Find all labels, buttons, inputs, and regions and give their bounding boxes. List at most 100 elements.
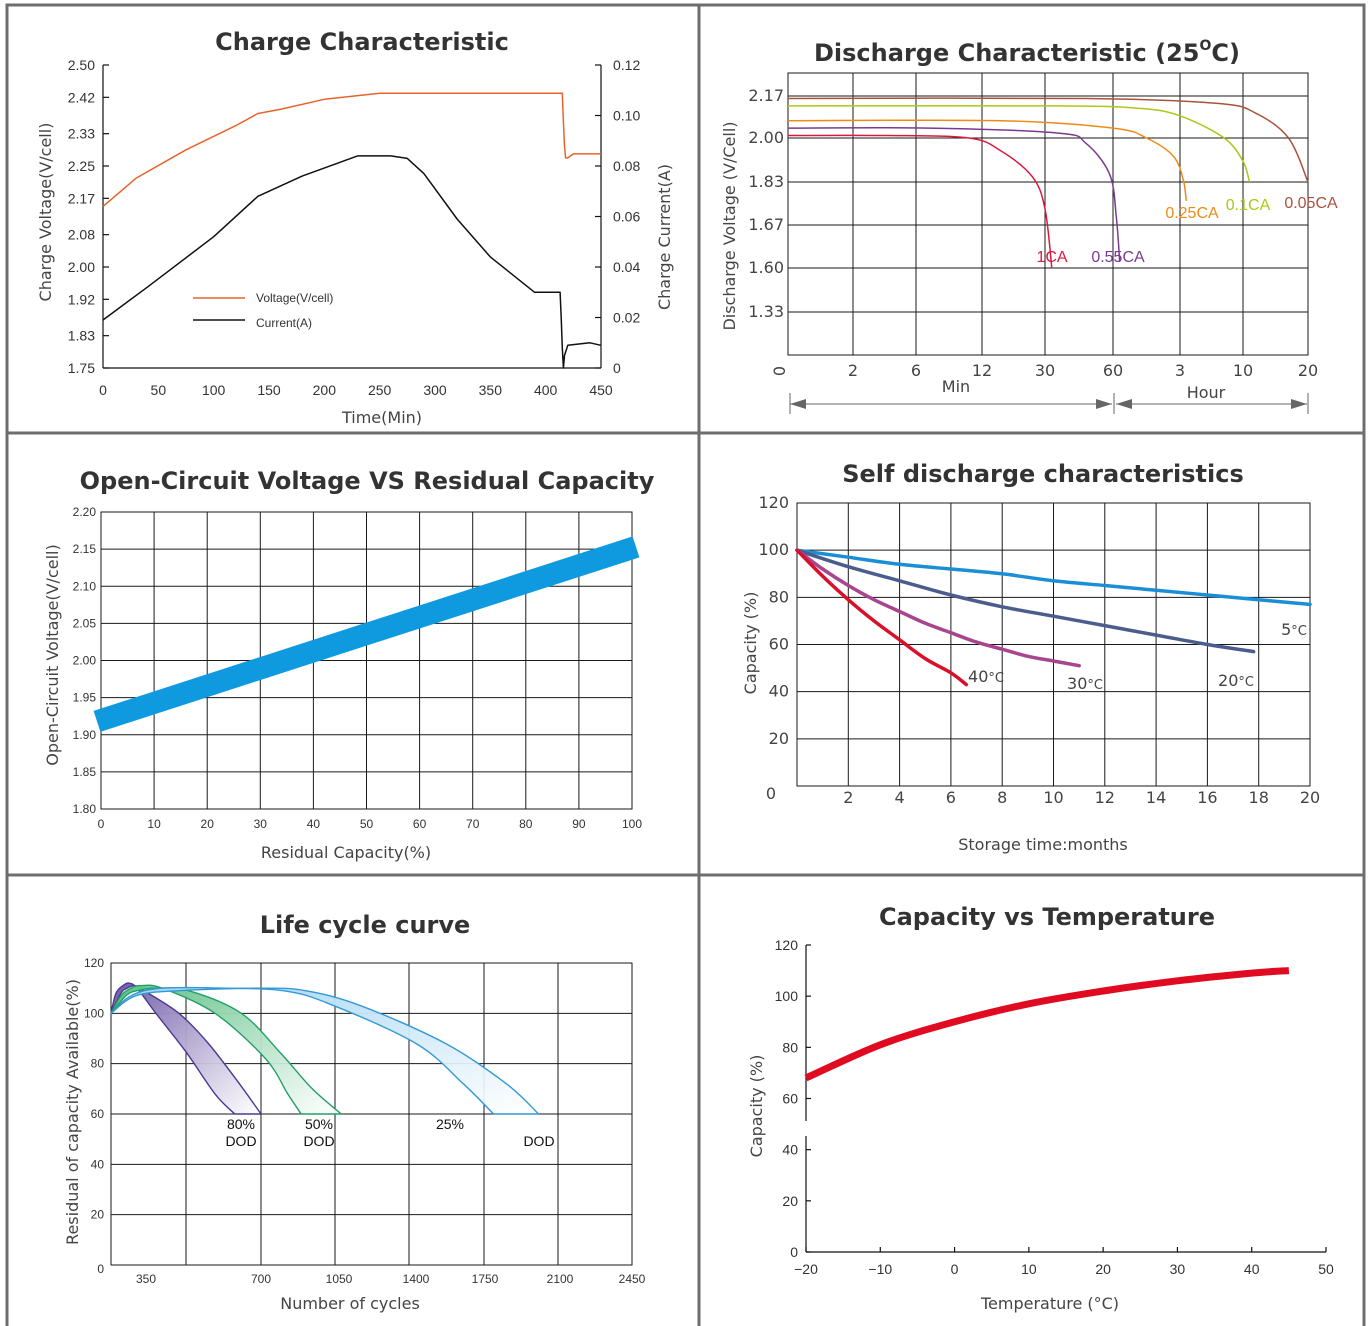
- self-series-label: 5°C: [1281, 620, 1307, 639]
- charge-ytick-right-label: 0.10: [613, 108, 640, 124]
- ocv-grid: [100, 511, 633, 810]
- discharge-ytick-label: 1.67: [748, 215, 784, 234]
- ocv-xtick-label: 40: [307, 817, 321, 831]
- discharge-xtick-label: 12: [972, 361, 992, 380]
- discharge-tick-labels: 2.17 2.00 1.83 1.67 1.60 1.33 0 2 6 12 30 60 3 10 20: [748, 86, 1318, 380]
- ocv-xtick-label: 60: [413, 817, 427, 831]
- self-ytick-label: 60: [769, 635, 789, 654]
- discharge-xtick-label: 60: [1103, 361, 1123, 380]
- charge-xtick-label: 50: [151, 382, 167, 398]
- ocv-title: Open-Circuit Voltage VS Residual Capacit…: [80, 467, 655, 495]
- discharge-xtick-label: 30: [1035, 361, 1055, 380]
- charge-xtick-label: 100: [202, 382, 226, 398]
- discharge-min-hour-arrows: [789, 393, 1309, 414]
- self-series-line: [795, 548, 1081, 668]
- discharge-characteristic-chart: Discharge Characteristic (25OC) 2.17 2.00…: [720, 38, 1338, 414]
- self-ytick-label: 40: [769, 682, 789, 701]
- discharge-ytick-label: 1.83: [748, 172, 784, 191]
- capacity-vs-temperature-chart: Capacity vs Temperature 020406080100120−…: [747, 903, 1334, 1313]
- ocv-vs-residual-capacity-chart: Open-Circuit Voltage VS Residual Capacit…: [43, 467, 655, 862]
- temp-ylabel: Capacity (%): [747, 1055, 766, 1158]
- life-ytick-label: 40: [91, 1157, 105, 1171]
- charge-legend: Voltage(V/cell) Current(A): [193, 291, 333, 330]
- ocv-ytick-label: 2.00: [73, 654, 97, 668]
- temp-ytick-label: 0: [790, 1244, 798, 1260]
- self-discharge-chart: Self discharge characteristics 204060801…: [741, 460, 1320, 854]
- self-xtick-label: 12: [1095, 788, 1115, 807]
- self-series-label: 30°C: [1067, 674, 1103, 693]
- ocv-xtick-label: 10: [147, 817, 161, 831]
- life-annotation: 25%: [436, 1116, 464, 1132]
- temp-title: Capacity vs Temperature: [879, 903, 1215, 931]
- charge-ytick-label: 2.08: [68, 227, 95, 243]
- temp-tick-labels: 0 20 40 60 80 100 120 −20 −10 0 10 20 30 40 50: [775, 937, 1334, 1277]
- self-xtick-label: 14: [1146, 788, 1166, 807]
- ocv-xtick-label: 70: [466, 817, 480, 831]
- self-series-line: [795, 548, 969, 687]
- charge-ytick-right-label: 0: [613, 360, 621, 376]
- charge-xtick-label: 300: [423, 382, 447, 398]
- discharge-group-min: Min: [942, 377, 970, 396]
- discharge-series-label: 1CA: [1036, 249, 1067, 266]
- life-ytick-label: 0: [97, 1262, 104, 1276]
- ocv-xtick-label: 50: [360, 817, 374, 831]
- life-grid: [110, 962, 633, 1266]
- charge-series-line-current: [102, 155, 602, 369]
- life-series: [110, 982, 540, 1115]
- charge-ytick-label: 2.50: [68, 57, 95, 73]
- self-xtick-label: 16: [1197, 788, 1217, 807]
- discharge-xtick-label: 10: [1233, 361, 1253, 380]
- charge-ytick-label: 2.42: [68, 89, 95, 105]
- charge-ytick-label: 1.75: [68, 360, 95, 376]
- discharge-series-label: 0.25CA: [1165, 205, 1219, 222]
- self-ytick-label: 100: [758, 540, 789, 559]
- ocv-band: [93, 536, 640, 732]
- life-annotation: DOD: [523, 1133, 554, 1149]
- life-ylabel: Residual of capacity Available(%): [63, 979, 82, 1245]
- temp-xtick-label: 40: [1244, 1261, 1260, 1277]
- discharge-ytick-label: 2.00: [748, 128, 784, 147]
- charge-xtick-label: 250: [368, 382, 392, 398]
- self-ytick-label: 20: [769, 729, 789, 748]
- charge-xtick-label: 350: [479, 382, 503, 398]
- self-xlabel: Storage time:months: [958, 835, 1128, 854]
- self-xtick-label: 6: [946, 788, 956, 807]
- ocv-ytick-label: 2.05: [73, 616, 97, 630]
- life-series-upper-line: [110, 986, 495, 1115]
- temp-xtick-label: 10: [1021, 1261, 1037, 1277]
- life-xtick-label: 1050: [326, 1272, 353, 1286]
- charge-characteristic-chart: Charge Characteristic 1.75 1.83 1.92 2.00 2.…: [36, 28, 674, 427]
- discharge-series-label: 0.55CA: [1091, 249, 1145, 266]
- ocv-series: [93, 536, 640, 732]
- self-grid: [796, 502, 1311, 787]
- life-xtick-label: 350: [136, 1272, 156, 1286]
- discharge-series-label: 0.1CA: [1226, 197, 1271, 214]
- charge-series-line-voltage: [102, 92, 601, 207]
- ocv-xtick-label: 90: [572, 817, 586, 831]
- self-series-label: 40°C: [968, 667, 1004, 686]
- temp-xtick-label: 20: [1095, 1261, 1111, 1277]
- self-xtick-label: 0: [766, 784, 776, 803]
- discharge-series-line: [787, 134, 1053, 269]
- discharge-series: [787, 97, 1309, 269]
- temp-xlabel: Temperature (°C): [980, 1294, 1119, 1313]
- ocv-ytick-label: 2.20: [73, 505, 97, 519]
- temp-ytick-label: 80: [782, 1039, 798, 1055]
- discharge-series-line: [787, 97, 1309, 183]
- discharge-xtick-label: 20: [1298, 361, 1318, 380]
- self-series-line: [795, 548, 1256, 654]
- charge-ytick-label: 2.00: [68, 259, 95, 275]
- charge-xlabel: Time(Min): [341, 408, 422, 427]
- ocv-xtick-label: 80: [519, 817, 533, 831]
- ocv-ytick-label: 1.85: [73, 765, 97, 779]
- self-ylabel: Capacity (%): [741, 592, 760, 695]
- life-xtick-label: 700: [251, 1272, 271, 1286]
- charge-ytick-right-label: 0.04: [613, 259, 640, 275]
- charge-xtick-label: 0: [99, 382, 107, 398]
- charge-xtick-label: 150: [257, 382, 281, 398]
- self-series: [795, 548, 1312, 687]
- discharge-ytick-label: 1.33: [748, 302, 784, 321]
- discharge-group-hour: Hour: [1187, 383, 1226, 402]
- charge-xtick-label: 400: [534, 382, 558, 398]
- life-series-lower-line: [110, 987, 540, 1115]
